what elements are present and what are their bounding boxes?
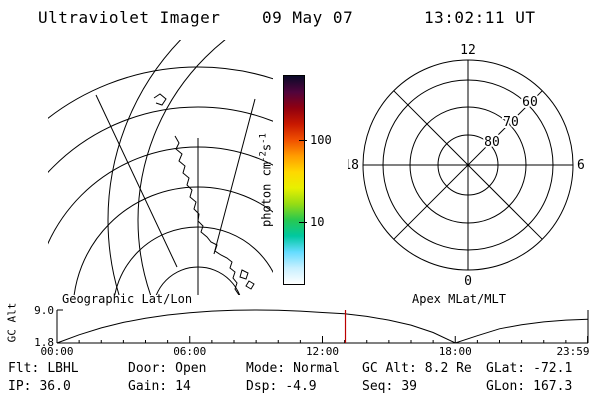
status-glat-value: -72.1 [533,361,573,376]
status-gcalt: GC Alt: 8.2 Re [362,361,472,376]
apex-polar-plot: 12 0 18 6 60 70 80 [348,43,585,288]
unit-exponent-2: -2 [258,151,269,162]
lat-circle [48,106,273,174]
polar-labels: 12 0 18 6 60 70 80 [348,43,585,288]
colorbar-tick-100: 100 [310,133,332,147]
island [239,269,249,280]
app-title: Ultraviolet Imager [38,8,221,27]
lat-circle [73,186,273,295]
ring-label-70: 70 [503,115,519,130]
mlt-label-6: 6 [577,158,585,173]
geographic-map-panel [48,40,273,295]
status-gain: Gain: 14 [128,379,191,394]
time-display: 13:02:11 UT [424,8,536,27]
status-seq-label: Seq: [362,379,394,394]
status-ip: IP: 36.0 [8,379,71,394]
ring-label-80: 80 [484,135,500,150]
island-chain [153,93,167,106]
unit-s: s [259,143,274,152]
lat-circle [48,146,273,245]
status-ip-value: 36.0 [39,379,71,394]
x-tick-label: 23:59 [556,345,589,358]
colorbar [283,75,305,285]
unit-exponent-1: -1 [258,133,269,144]
colorbar-tick-mark [299,222,307,223]
status-glon-value: 167.3 [533,379,573,394]
x-tick-label: 06:00 [173,345,206,358]
latlon-grid [48,40,273,295]
status-gain-label: Gain: [128,379,168,394]
status-flt-label: Flt: [8,361,40,376]
status-dsp-label: Dsp: [246,379,278,394]
x-tick-label: 18:00 [439,345,472,358]
status-seq: Seq: 39 [362,379,417,394]
status-mode: Mode: Normal [246,361,340,376]
colorbar-tick-mark [299,140,307,141]
status-flt: Flt: LBHL [8,361,79,376]
coastline-path [174,135,240,295]
y-tick-max: 9.0 [34,304,54,317]
mlt-label-18: 18 [348,158,359,173]
meridian-line [213,98,256,255]
status-dsp-value: -4.9 [285,379,317,394]
status-seq-value: 39 [401,379,417,394]
map-caption: Geographic Lat/Lon [62,292,193,306]
colorbar-tick-10: 10 [310,215,325,229]
mlt-spoke [393,90,543,240]
status-mode-label: Mode: [246,361,286,376]
altitude-strip-chart: 00:00 06:00 12:00 18:00 23:59 [40,309,590,358]
polar-grid [362,59,574,271]
status-glon-label: GLon: [486,379,526,394]
status-door-label: Door: [128,361,168,376]
altitude-curve [56,309,589,344]
colorbar-unit-label: photon cm-2s-1 [259,133,274,227]
meridian-line [95,94,178,268]
status-glat-label: GLat: [486,361,526,376]
lat-circle [48,66,273,119]
polar-caption: Apex MLat/MLT [412,292,506,306]
status-glat: GLat: -72.1 [486,361,572,376]
status-dsp: Dsp: -4.9 [246,379,317,394]
x-axis-labels: 00:00 06:00 12:00 18:00 23:59 [40,345,589,358]
island [245,280,255,290]
status-gain-value: 14 [175,379,191,394]
status-flt-value: LBHL [47,361,79,376]
lat-circle [114,226,273,295]
altitude-curve-group [56,309,589,344]
x-axis-ticks [56,336,589,343]
y-tick-min: 1.8 [34,336,54,349]
mlt-label-12: 12 [460,43,476,58]
coastline [153,93,255,295]
status-ip-label: IP: [8,379,32,394]
lon-arc [107,40,182,295]
x-tick-label: 00:00 [40,345,73,358]
status-gcalt-label: GC Alt: [362,361,417,376]
lon-arc [137,40,226,295]
x-tick-label: 12:00 [306,345,339,358]
ring-label-60: 60 [522,95,538,110]
status-door-value: Open [175,361,207,376]
status-door: Door: Open [128,361,206,376]
date-display: 09 May 07 [262,8,354,27]
status-gcalt-value: 8.2 Re [424,361,472,376]
unit-prefix: photon cm [259,161,274,227]
mlt-label-0: 0 [464,274,472,288]
status-mode-value: Normal [293,361,341,376]
status-glon: GLon: 167.3 [486,379,572,394]
